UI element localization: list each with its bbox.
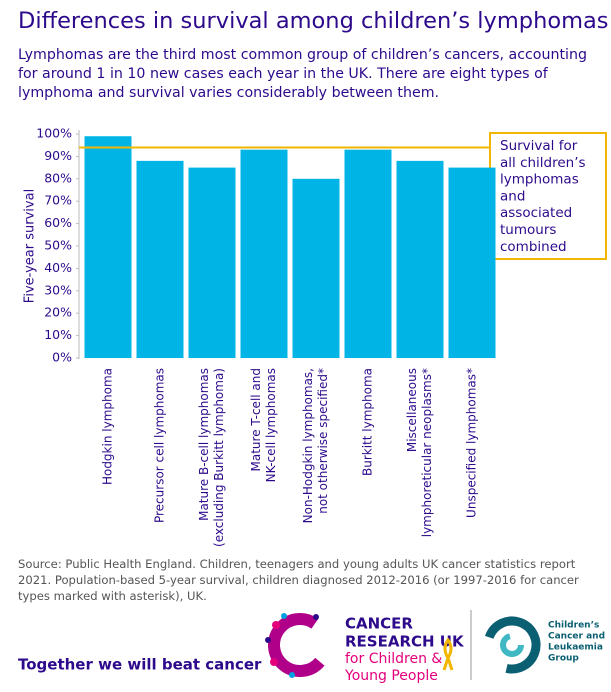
cruk-logo-mark	[265, 613, 332, 678]
tagline: Together we will beat cancer	[18, 656, 262, 674]
y-tick-label: 10%	[44, 327, 72, 342]
bar	[188, 167, 236, 358]
y-tick-label: 40%	[44, 260, 72, 275]
y-tick-label: 80%	[44, 170, 72, 185]
x-tick-label: not otherwise specified*	[316, 368, 330, 514]
annotation-text: associated	[500, 205, 572, 221]
y-tick-label: 60%	[44, 215, 72, 230]
cclg-text: Cancer and	[548, 632, 605, 642]
cclg-logo-mark	[483, 616, 541, 674]
annotation-text: Survival for	[500, 138, 578, 154]
chart-subtitle: Lymphomas are the third most common grou…	[18, 47, 587, 101]
y-axis-label: Five-year survival	[23, 189, 38, 303]
y-tick-label: 20%	[44, 305, 72, 320]
cclg-text: Group	[548, 654, 579, 664]
bar	[84, 136, 132, 358]
cruk-text: RESEARCH UK	[345, 633, 465, 651]
y-tick-label: 70%	[44, 193, 72, 208]
x-tick-label: (excluding Burkitt lymphoma)	[212, 368, 226, 547]
x-tick-label: NK-cell lymphomas	[264, 368, 278, 482]
y-tick-label: 50%	[44, 238, 72, 253]
x-tick-label: Non-Hodgkin lymphomas,	[301, 368, 315, 523]
annotation-text: all children’s	[500, 155, 586, 171]
annotation-text: combined	[500, 239, 567, 255]
annotation-text: lymphomas	[500, 172, 579, 188]
cclg-text: Leukaemia	[548, 643, 603, 653]
bar	[344, 149, 392, 358]
bar	[240, 149, 288, 358]
cruk-text: Young People	[344, 668, 438, 684]
x-tick-label: Mature T-cell and	[249, 368, 263, 471]
y-tick-label: 0%	[52, 350, 72, 365]
chart-title: Differences in survival among children’s…	[18, 8, 609, 34]
x-tick-label: Mature B-cell lymphomas	[197, 368, 211, 521]
x-tick-label: Precursor cell lymphomas	[153, 368, 167, 523]
bar	[136, 160, 184, 358]
annotation-box	[489, 132, 607, 260]
source-note: Source: Public Health England. Children,…	[18, 557, 579, 603]
cruk-text: CANCER	[345, 615, 413, 633]
y-tick-label: 90%	[44, 148, 72, 163]
y-tick-label: 100%	[36, 126, 72, 141]
bar	[396, 160, 444, 358]
bar	[448, 167, 496, 358]
x-tick-label: Miscellaneous	[405, 368, 419, 452]
bar	[292, 178, 340, 358]
x-tick-label: Burkitt lymphoma	[361, 368, 375, 476]
x-tick-label: lymphoreticular neoplasms*	[420, 368, 434, 537]
ribbon-icon	[442, 637, 454, 671]
annotation-text: and	[500, 188, 525, 204]
cclg-text: Children’s	[548, 621, 599, 631]
y-tick-label: 30%	[44, 282, 72, 297]
annotation-text: tumours	[500, 222, 556, 238]
x-tick-label: Unspecified lymphomas*	[465, 368, 479, 518]
cruk-text: for Children &	[345, 651, 442, 667]
x-tick-label: Hodgkin lymphoma	[101, 368, 115, 485]
